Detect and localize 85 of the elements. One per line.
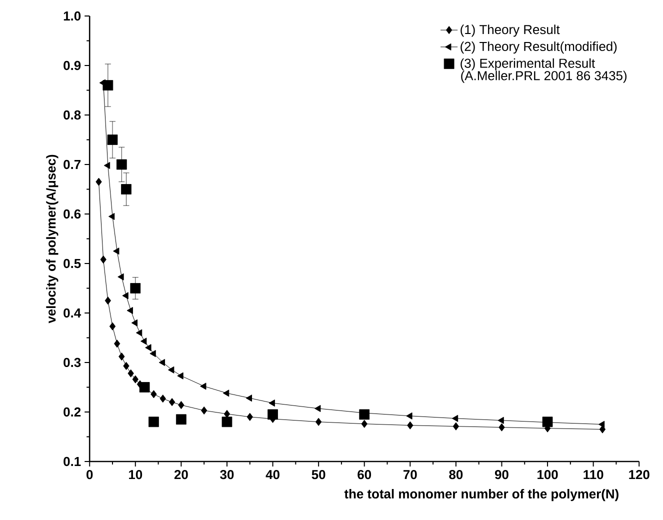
point [176,414,186,425]
point [160,394,166,403]
point [406,412,412,420]
y-tick-label: 1.0 [64,11,81,21]
point [114,340,120,348]
point [102,80,114,90]
point [128,369,134,378]
point [158,358,166,366]
point [123,362,130,370]
point [108,212,115,220]
point [121,184,132,194]
point [359,409,370,420]
legend-label: (2) Theory Result(modified) [460,41,617,54]
point [598,420,605,428]
point [132,375,138,384]
y-tick-label: 0.8 [64,110,81,120]
point [100,255,106,264]
point [107,134,118,145]
x-axis-title: the total monomer number of the polymer(N) [344,489,618,502]
x-tick-label: 80 [449,470,463,480]
point [222,390,230,397]
y-tick-label: 0.3 [64,358,81,368]
y-axis-title: velocity of polymer(A/μsec) [46,154,58,324]
x-tick-label: 0 [86,470,93,480]
point [140,338,147,345]
point [315,418,322,426]
point [361,420,368,428]
x-tick-label: 10 [129,470,142,480]
point [104,296,112,305]
point [498,416,504,424]
x-tick-label: 110 [584,470,604,480]
point [452,414,458,422]
point [150,390,157,398]
point [122,292,128,300]
point [222,416,232,428]
y-tick-label: 0.7 [64,160,81,170]
point [599,425,606,434]
point [118,352,125,361]
point [168,366,174,374]
point [268,400,275,407]
annotation: (A.Meller.PRL 2001 86 3435) [461,70,627,83]
point [246,394,252,402]
point [224,410,230,418]
point [498,423,505,432]
point [96,178,102,186]
y-tick-label: 0.2 [64,407,81,417]
point [178,401,184,410]
point [150,350,156,358]
point [116,159,127,170]
point [118,273,124,280]
y-tick-label: 0.4 [64,308,82,318]
point [452,422,460,430]
x-tick-label: 40 [266,470,280,480]
y-tick-label: 0.5 [64,258,81,268]
x-tick-label: 120 [629,470,650,480]
point [177,372,184,380]
point [130,283,141,294]
point [148,416,159,428]
legend-label: (3) Experimental Result [460,58,596,70]
point [407,421,414,430]
point [314,404,321,412]
x-tick-label: 50 [312,470,326,480]
point [201,406,208,415]
x-tick-label: 90 [494,470,508,480]
point [104,162,110,170]
y-tick-label: 0.6 [64,209,81,219]
point [168,398,176,406]
point [109,322,116,330]
point [131,319,138,326]
point [113,248,120,255]
y-tick-label: 0.1 [64,456,81,466]
legend-label: (1) Theory Result [460,24,560,37]
point [246,412,253,421]
point [145,344,152,352]
y-tick-label: 0.9 [64,60,81,70]
x-tick-label: 100 [538,470,558,480]
x-tick-label: 30 [220,470,234,480]
point [268,409,278,420]
point [136,329,142,336]
x-tick-label: 20 [174,470,188,480]
x-tick-label: 60 [358,470,372,480]
point [542,416,553,428]
point [200,382,206,390]
x-tick-label: 70 [404,470,417,480]
point [126,306,133,314]
